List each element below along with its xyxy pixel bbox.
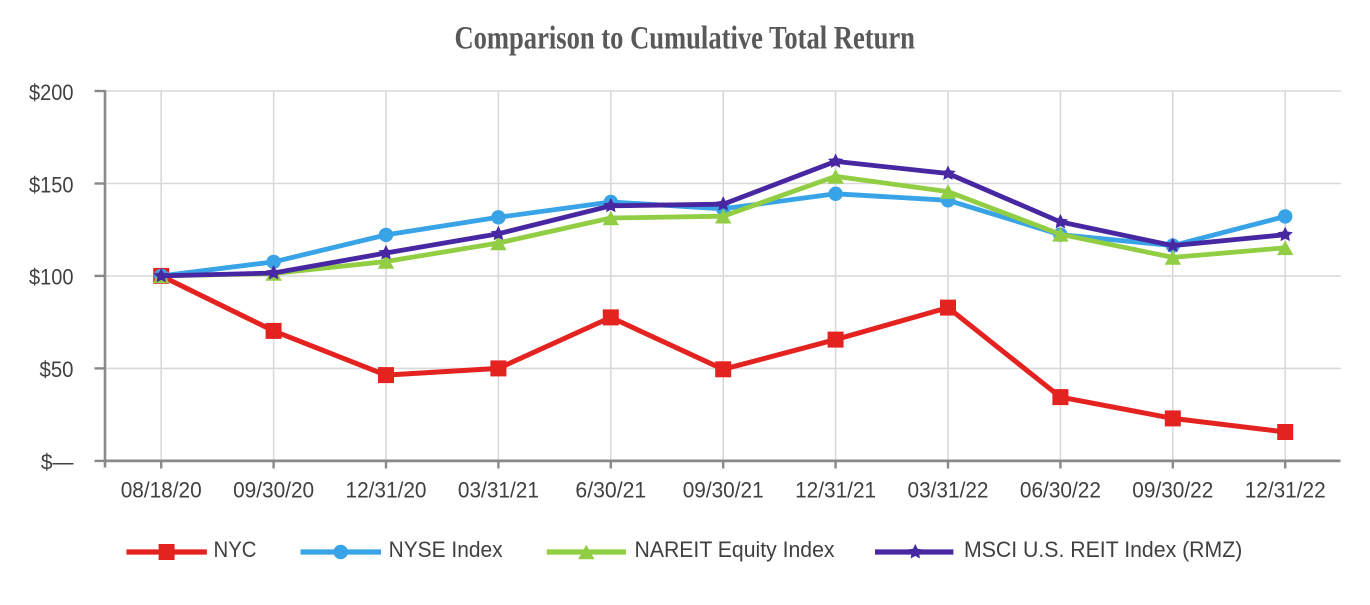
svg-text:$—: $— [41, 450, 74, 475]
svg-text:12/31/22: 12/31/22 [1245, 478, 1326, 503]
svg-text:Comparison to Cumulative Total: Comparison to Cumulative Total Return [454, 20, 915, 56]
svg-text:12/31/20: 12/31/20 [346, 478, 427, 503]
svg-text:$200: $200 [29, 80, 74, 105]
svg-text:09/30/20: 09/30/20 [233, 478, 314, 503]
svg-text:12/31/21: 12/31/21 [795, 478, 876, 503]
svg-text:NYSE Index: NYSE Index [389, 537, 503, 562]
svg-text:NAREIT Equity Index: NAREIT Equity Index [635, 537, 835, 562]
svg-text:6/30/21: 6/30/21 [575, 478, 646, 503]
svg-text:03/31/22: 03/31/22 [908, 478, 989, 503]
svg-text:08/18/20: 08/18/20 [121, 478, 202, 503]
svg-text:$100: $100 [29, 265, 74, 290]
svg-text:09/30/21: 09/30/21 [683, 478, 764, 503]
svg-text:09/30/22: 09/30/22 [1132, 478, 1213, 503]
svg-text:MSCI U.S. REIT Index (RMZ): MSCI U.S. REIT Index (RMZ) [964, 537, 1242, 562]
svg-text:03/31/21: 03/31/21 [458, 478, 539, 503]
svg-text:$50: $50 [40, 357, 74, 382]
svg-text:NYC: NYC [214, 537, 257, 562]
svg-text:$150: $150 [29, 172, 74, 197]
svg-text:06/30/22: 06/30/22 [1020, 478, 1101, 503]
